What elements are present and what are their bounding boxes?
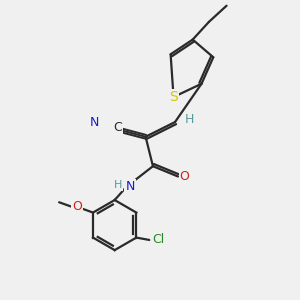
Text: H: H [114,180,122,190]
Text: O: O [72,200,82,213]
Text: H: H [185,112,194,126]
Text: Cl: Cl [152,233,164,247]
Text: N: N [125,180,135,193]
Text: O: O [179,170,189,183]
Text: S: S [169,90,178,104]
Text: C: C [113,122,122,134]
Text: N: N [89,116,99,128]
